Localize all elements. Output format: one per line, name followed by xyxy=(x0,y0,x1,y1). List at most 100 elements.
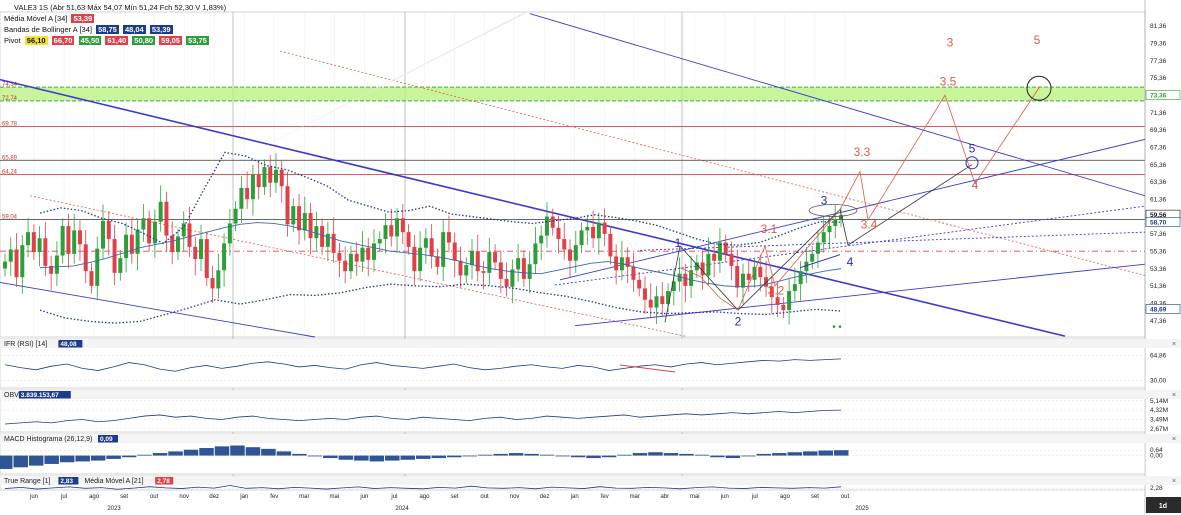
macd-bar xyxy=(214,446,230,456)
year-label: 2024 xyxy=(395,506,409,512)
candle-body xyxy=(660,296,665,305)
indicator-header-bar xyxy=(0,434,1181,443)
price-tag-label: 73,36 xyxy=(1150,93,1167,100)
y-tick-label: 61,36 xyxy=(1150,197,1167,204)
candle-body xyxy=(170,235,175,253)
macd-bar xyxy=(834,450,849,456)
price-tag-label: 48,69 xyxy=(1150,306,1167,313)
wave-label: 3.2 xyxy=(768,284,785,298)
macd-bar xyxy=(183,449,199,456)
candle-body xyxy=(412,246,417,272)
candle-body xyxy=(297,206,302,231)
macd-bar xyxy=(772,453,787,456)
macd-bar xyxy=(416,455,431,459)
macd-bar xyxy=(168,451,183,456)
candle-body xyxy=(118,258,123,273)
indicator-tick-label: 5,14M xyxy=(1150,398,1168,405)
macd-bar xyxy=(369,455,385,462)
bollinger-legend[interactable]: Bandas de Bollinger A [34] 58,75 48,04 5… xyxy=(4,25,173,34)
y-tick-label: 57,36 xyxy=(1150,231,1167,238)
x-axis-label: jun xyxy=(720,494,729,500)
macd-bar xyxy=(199,448,214,456)
candle-body xyxy=(141,218,146,230)
y-tick-label: 79,36 xyxy=(1150,41,1167,48)
candle-body xyxy=(712,253,717,261)
indicator-ma-value: 2,78 xyxy=(157,478,170,485)
price-tag-box xyxy=(1145,90,1181,100)
macd-bar xyxy=(539,454,555,456)
x-axis-label: ago xyxy=(89,494,100,500)
candle-body xyxy=(510,269,515,287)
candle-body xyxy=(291,206,296,225)
price-tag-label: 59,56 xyxy=(1150,212,1167,219)
left-level-label: 65,89 xyxy=(2,155,18,161)
pivot-value-r1: 59,05 xyxy=(159,36,182,45)
symbol-header: VALE3 1S (Abr 51,63 Máx 54,07 Mín 51,24 … xyxy=(14,3,226,12)
x-axis-label: jan xyxy=(570,494,579,500)
candle-body xyxy=(573,245,578,261)
ma-legend[interactable]: Média Móvel A [34] 53,39 xyxy=(4,14,95,23)
channel-lower-line xyxy=(0,281,316,338)
candle-body xyxy=(556,227,561,240)
bollinger-lower-value: 48,04 xyxy=(122,25,146,34)
indicator-title: IFR (RSI) [14] xyxy=(4,341,47,348)
macd-bar xyxy=(462,455,477,457)
macd-bar xyxy=(28,455,44,466)
candle-body xyxy=(273,169,278,183)
candle-body xyxy=(129,234,134,254)
candle-body xyxy=(395,218,400,237)
macd-bar xyxy=(245,447,261,456)
candle-body xyxy=(498,262,503,279)
macd-bar xyxy=(323,455,338,459)
y-tick-label: 67,36 xyxy=(1150,145,1167,152)
candle-body xyxy=(550,216,555,228)
candle-body xyxy=(735,265,740,288)
candle-body xyxy=(308,213,313,239)
macd-bar xyxy=(121,455,137,458)
macd-bar xyxy=(400,455,416,460)
y-tick-label: 51,36 xyxy=(1150,283,1167,290)
indicator-line xyxy=(4,358,842,372)
signal-dot xyxy=(832,325,836,328)
candle-body xyxy=(72,230,77,254)
candle-body xyxy=(124,234,129,259)
candle-body xyxy=(181,223,186,237)
candle-body xyxy=(43,238,48,266)
candle-body xyxy=(285,186,290,225)
candle-body xyxy=(279,169,284,187)
pivot-legend[interactable]: Pivot 56,10 66,70 45,50 61,40 50,80 59,0… xyxy=(4,36,209,45)
candle-body xyxy=(14,249,19,278)
macd-bar xyxy=(230,445,245,456)
candle-body xyxy=(3,261,7,269)
candle-body xyxy=(631,266,636,280)
pivot-value-s3: 45,50 xyxy=(78,36,102,45)
candle-body xyxy=(193,246,198,259)
price-tag-label: 58,70 xyxy=(1150,220,1167,227)
candle-body xyxy=(446,232,451,243)
y-tick-label: 81,36 xyxy=(1150,23,1167,30)
candle-body xyxy=(354,253,359,262)
macd-bar xyxy=(679,453,694,456)
year-label: 2023 xyxy=(107,506,121,512)
macd-bar xyxy=(586,455,601,459)
signal-dot xyxy=(838,325,842,328)
macd-bar xyxy=(803,451,818,456)
x-axis-label: out xyxy=(150,494,159,500)
candle-body xyxy=(377,239,382,244)
macd-bar xyxy=(555,455,570,457)
x-axis-label: nov xyxy=(179,494,189,500)
macd-bar xyxy=(90,455,106,461)
candle-body xyxy=(383,225,388,240)
candle-body xyxy=(26,232,31,246)
indicator-value: 0,09 xyxy=(100,436,113,443)
candle-body xyxy=(729,253,734,266)
indicator-header-bar xyxy=(0,339,1181,348)
indicator-tick-label: 2,28 xyxy=(1150,485,1163,492)
candle-body xyxy=(268,167,273,183)
candle-body xyxy=(493,252,498,263)
macd-bar xyxy=(13,455,28,468)
candle-body xyxy=(804,261,809,272)
macd-bar xyxy=(307,455,323,457)
